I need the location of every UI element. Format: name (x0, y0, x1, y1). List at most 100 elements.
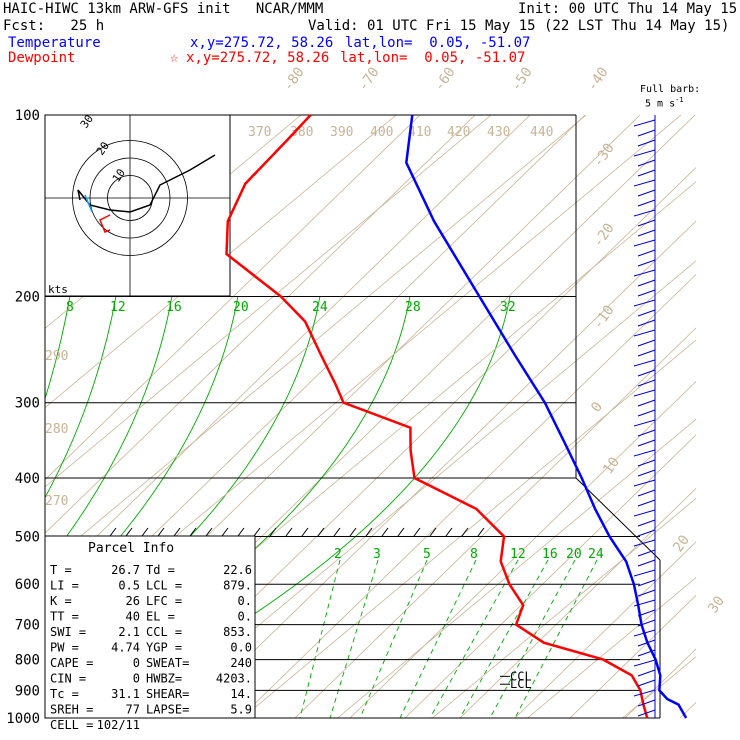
temperature-latlon: lat,lon= 0.05, -51.07 (345, 35, 531, 51)
pressure-label: 1000 (6, 711, 40, 727)
hatch-mark (365, 527, 373, 537)
isotherm (432, 497, 696, 718)
temperature-tick-label: -40 (584, 64, 612, 94)
parcel-key: LI = (50, 579, 79, 593)
wind-barb (637, 489, 656, 497)
mixing-ratio-label: 8 (470, 547, 478, 562)
wind-barb (633, 389, 656, 397)
parcel-key: K = (50, 594, 72, 608)
theta-label: 420 (447, 125, 470, 140)
hatch-mark (173, 527, 181, 537)
moist-adiabat (45, 295, 239, 618)
dry-adiabat (349, 380, 696, 718)
parcel-key: SHEAR= (146, 687, 189, 701)
dry-adiabat (404, 434, 696, 718)
hatch-mark (221, 527, 229, 537)
wind-barb (637, 619, 656, 627)
parcel-value: 240 (230, 656, 252, 670)
hatch-mark (477, 527, 485, 537)
wind-barb (637, 459, 656, 467)
parcel-value: 4203. (216, 672, 252, 686)
wind-barb (633, 689, 656, 697)
frame-slant (575, 477, 661, 561)
wind-barb (637, 399, 656, 407)
temperature-tick-label: -50 (508, 64, 536, 94)
parcel-key: EL = (146, 610, 175, 624)
wind-barb (633, 479, 656, 487)
wind-barb (637, 379, 656, 387)
hatch-mark (237, 527, 245, 537)
wind-barb (633, 299, 656, 307)
hatch-mark (381, 527, 389, 537)
wind-barb (637, 139, 656, 147)
dry-adiabat (239, 273, 696, 718)
moist-adiabat (45, 295, 321, 664)
hatch-mark (333, 527, 341, 537)
dry-adiabat (679, 701, 696, 718)
isotherm (45, 115, 397, 409)
parcel-value: 853. (223, 625, 252, 639)
wind-barb (637, 259, 656, 267)
wind-barb (637, 639, 656, 647)
mixing-ratio-line (359, 559, 428, 718)
hatch-mark (317, 527, 325, 537)
parcel-key: CELL = (50, 718, 93, 732)
wind-barb (633, 419, 656, 427)
wind-barb (637, 529, 656, 537)
wind-barb (637, 169, 656, 177)
theta-label: 280 (45, 422, 68, 437)
wind-barb (637, 559, 656, 567)
wind-barb (633, 269, 656, 277)
wind-barb (637, 349, 656, 357)
theta-label: 430 (487, 125, 510, 140)
dewpoint-latlon: lat,lon= 0.05, -51.07 (340, 50, 526, 66)
dewpoint-marker-icon: ☆ (170, 50, 179, 66)
wind-barb (633, 659, 656, 667)
wind-barb (637, 129, 656, 137)
barb-legend-line1: Full barb: (640, 84, 701, 95)
hatch-mark (205, 527, 213, 537)
dry-adiabat (45, 115, 476, 534)
parcel-key: CIN = (50, 672, 86, 686)
forecast-hour: Fcst: 25 h (3, 18, 105, 34)
wind-barb (637, 439, 656, 447)
valid-time: Valid: 01 UTC Fri 15 May 15 (22 LST Thu … (308, 18, 730, 34)
theta-label: 390 (330, 125, 353, 140)
parcel-key: Tc = (50, 687, 79, 701)
parcel-value: 0. (238, 610, 252, 624)
dry-adiabat (45, 115, 421, 481)
parcel-key: SWI = (50, 625, 86, 639)
wind-barb (637, 319, 656, 327)
saturation-label: 24 (312, 300, 328, 315)
temperature-xy: x,y=275.72, 58.26 (190, 35, 334, 51)
parcel-value: 40 (126, 610, 140, 624)
parcel-value: 5.9 (230, 703, 252, 717)
wind-barb (633, 149, 656, 157)
wind-barb (637, 649, 656, 657)
parcel-key: HWBZ= (146, 672, 182, 686)
saturation-label: 20 (233, 300, 249, 315)
wind-barb (633, 209, 656, 217)
pressure-label: 700 (15, 618, 40, 634)
wind-barb (637, 369, 656, 377)
mixing-ratio-line (514, 559, 598, 718)
parcel-info-title: Parcel Info (88, 541, 174, 556)
wind-barb (637, 249, 656, 257)
theta-label: 270 (45, 494, 68, 509)
parcel-value: 0. (238, 594, 252, 608)
wind-barb (633, 449, 656, 457)
wind-barb (637, 589, 656, 597)
parcel-value: 26.7 (111, 563, 140, 577)
wind-barb (633, 629, 656, 637)
wind-barb (637, 409, 656, 417)
temperature-tick-label: -30 (590, 140, 618, 170)
wind-barb (633, 329, 656, 337)
hatch-mark (397, 527, 405, 537)
parcel-value: 102/11 (97, 718, 140, 732)
wind-barb (637, 469, 656, 477)
theta-label: 440 (530, 125, 553, 140)
dry-adiabat (514, 541, 696, 718)
theta-label: 290 (45, 349, 68, 364)
pressure-label: 800 (15, 653, 40, 669)
hatch-mark (429, 527, 437, 537)
